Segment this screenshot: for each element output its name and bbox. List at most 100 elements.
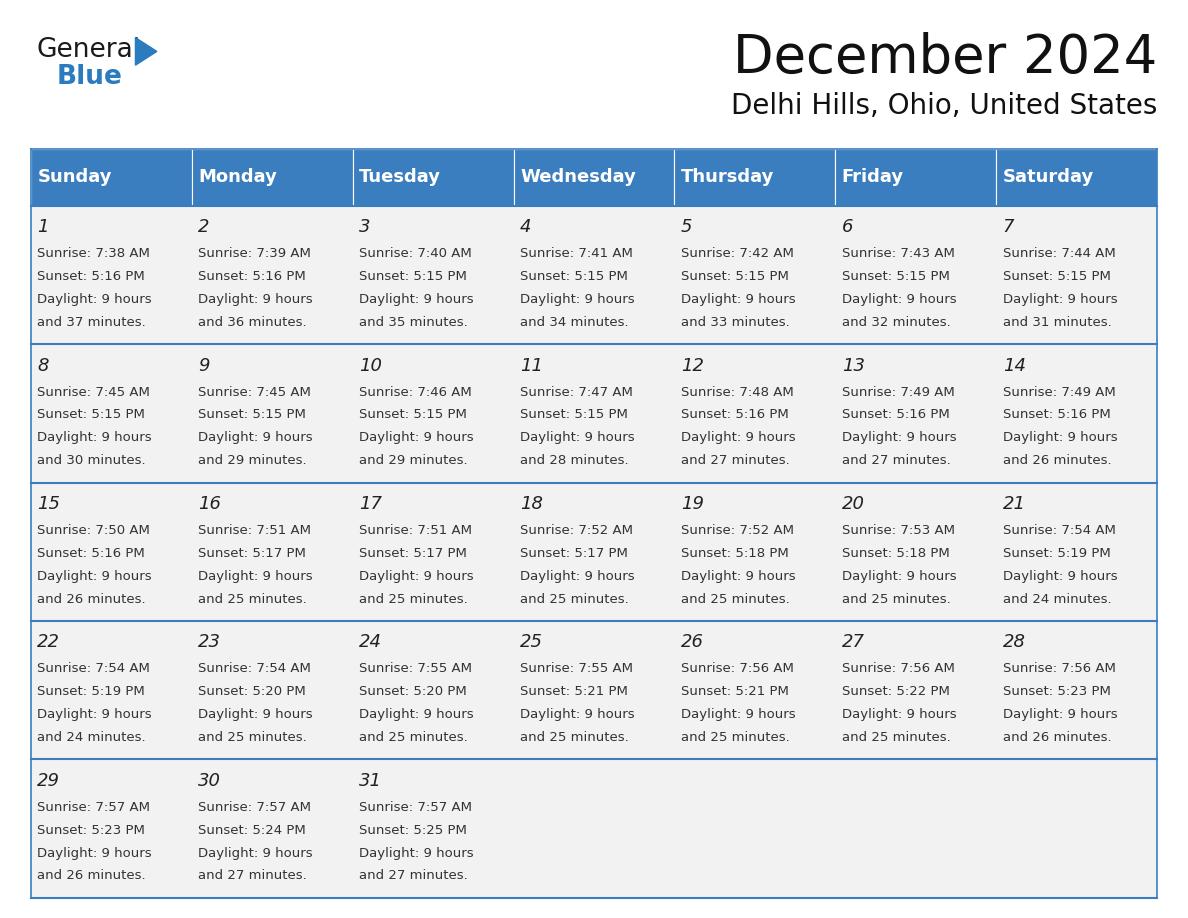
Text: Sunrise: 7:45 AM: Sunrise: 7:45 AM xyxy=(198,386,311,398)
Text: and 25 minutes.: and 25 minutes. xyxy=(359,731,468,744)
Text: Daylight: 9 hours: Daylight: 9 hours xyxy=(198,846,312,859)
Text: Daylight: 9 hours: Daylight: 9 hours xyxy=(842,293,956,306)
Text: and 25 minutes.: and 25 minutes. xyxy=(681,731,790,744)
Text: 21: 21 xyxy=(1003,495,1025,513)
Text: and 25 minutes.: and 25 minutes. xyxy=(681,592,790,606)
Text: and 26 minutes.: and 26 minutes. xyxy=(37,869,146,882)
Text: and 25 minutes.: and 25 minutes. xyxy=(842,592,950,606)
Bar xyxy=(513,483,675,621)
Text: 29: 29 xyxy=(37,772,61,789)
Bar xyxy=(31,344,191,483)
Bar xyxy=(191,206,353,344)
Bar xyxy=(513,149,675,206)
Text: Sunrise: 7:46 AM: Sunrise: 7:46 AM xyxy=(359,386,472,398)
Bar xyxy=(675,344,835,483)
Text: and 32 minutes.: and 32 minutes. xyxy=(842,316,950,329)
Text: and 25 minutes.: and 25 minutes. xyxy=(520,731,628,744)
Text: Sunrise: 7:50 AM: Sunrise: 7:50 AM xyxy=(37,524,150,537)
Text: Sunrise: 7:56 AM: Sunrise: 7:56 AM xyxy=(1003,663,1116,676)
Text: Sunset: 5:15 PM: Sunset: 5:15 PM xyxy=(359,270,467,283)
Text: and 25 minutes.: and 25 minutes. xyxy=(842,731,950,744)
Text: Sunset: 5:15 PM: Sunset: 5:15 PM xyxy=(359,409,467,421)
Text: Sunset: 5:20 PM: Sunset: 5:20 PM xyxy=(198,686,307,699)
Text: Sunset: 5:15 PM: Sunset: 5:15 PM xyxy=(842,270,949,283)
Text: 7: 7 xyxy=(1003,218,1015,236)
Text: Sunset: 5:20 PM: Sunset: 5:20 PM xyxy=(359,686,467,699)
Text: Daylight: 9 hours: Daylight: 9 hours xyxy=(842,708,956,722)
Text: Delhi Hills, Ohio, United States: Delhi Hills, Ohio, United States xyxy=(731,92,1157,120)
Text: Sunrise: 7:49 AM: Sunrise: 7:49 AM xyxy=(1003,386,1116,398)
Text: Daylight: 9 hours: Daylight: 9 hours xyxy=(359,431,474,444)
Text: Sunrise: 7:54 AM: Sunrise: 7:54 AM xyxy=(198,663,311,676)
Bar xyxy=(353,344,513,483)
Text: 9: 9 xyxy=(198,356,210,375)
Text: Sunrise: 7:45 AM: Sunrise: 7:45 AM xyxy=(37,386,150,398)
Text: and 37 minutes.: and 37 minutes. xyxy=(37,316,146,329)
Text: 16: 16 xyxy=(198,495,221,513)
Text: 11: 11 xyxy=(520,356,543,375)
Text: 13: 13 xyxy=(842,356,865,375)
Text: Sunset: 5:15 PM: Sunset: 5:15 PM xyxy=(198,409,307,421)
Text: 18: 18 xyxy=(520,495,543,513)
Text: Daylight: 9 hours: Daylight: 9 hours xyxy=(359,846,474,859)
Text: Monday: Monday xyxy=(198,168,277,186)
Text: Sunrise: 7:43 AM: Sunrise: 7:43 AM xyxy=(842,247,955,260)
Bar xyxy=(31,621,191,759)
Text: and 29 minutes.: and 29 minutes. xyxy=(198,454,307,467)
Text: Friday: Friday xyxy=(842,168,904,186)
Bar xyxy=(997,621,1157,759)
Text: 23: 23 xyxy=(198,633,221,652)
Text: Daylight: 9 hours: Daylight: 9 hours xyxy=(359,293,474,306)
Text: Sunset: 5:15 PM: Sunset: 5:15 PM xyxy=(681,270,789,283)
Text: and 26 minutes.: and 26 minutes. xyxy=(1003,731,1111,744)
Text: and 35 minutes.: and 35 minutes. xyxy=(359,316,468,329)
Bar xyxy=(835,621,997,759)
Text: Sunset: 5:23 PM: Sunset: 5:23 PM xyxy=(37,823,145,836)
Text: Daylight: 9 hours: Daylight: 9 hours xyxy=(520,293,634,306)
Text: Daylight: 9 hours: Daylight: 9 hours xyxy=(681,708,796,722)
Text: 5: 5 xyxy=(681,218,693,236)
Text: and 27 minutes.: and 27 minutes. xyxy=(198,869,307,882)
Text: Sunset: 5:21 PM: Sunset: 5:21 PM xyxy=(681,686,789,699)
Text: Daylight: 9 hours: Daylight: 9 hours xyxy=(681,570,796,583)
Text: Sunset: 5:19 PM: Sunset: 5:19 PM xyxy=(1003,547,1111,560)
Bar xyxy=(997,149,1157,206)
Text: Sunset: 5:17 PM: Sunset: 5:17 PM xyxy=(520,547,628,560)
Bar xyxy=(997,483,1157,621)
Text: Sunrise: 7:47 AM: Sunrise: 7:47 AM xyxy=(520,386,633,398)
Bar xyxy=(353,621,513,759)
Bar xyxy=(513,621,675,759)
Text: 22: 22 xyxy=(37,633,61,652)
Text: 30: 30 xyxy=(198,772,221,789)
Bar xyxy=(835,759,997,898)
Text: Sunset: 5:15 PM: Sunset: 5:15 PM xyxy=(520,409,628,421)
Bar xyxy=(31,483,191,621)
Text: 26: 26 xyxy=(681,633,703,652)
Text: Sunrise: 7:57 AM: Sunrise: 7:57 AM xyxy=(198,800,311,814)
Text: Daylight: 9 hours: Daylight: 9 hours xyxy=(198,708,312,722)
Text: and 24 minutes.: and 24 minutes. xyxy=(1003,592,1111,606)
Bar xyxy=(513,206,675,344)
Text: Daylight: 9 hours: Daylight: 9 hours xyxy=(37,570,152,583)
Text: Sunrise: 7:51 AM: Sunrise: 7:51 AM xyxy=(198,524,311,537)
Text: Sunrise: 7:53 AM: Sunrise: 7:53 AM xyxy=(842,524,955,537)
Text: Daylight: 9 hours: Daylight: 9 hours xyxy=(37,846,152,859)
Text: Blue: Blue xyxy=(57,64,122,90)
Text: December 2024: December 2024 xyxy=(733,32,1157,84)
Text: Daylight: 9 hours: Daylight: 9 hours xyxy=(842,570,956,583)
Text: Sunset: 5:25 PM: Sunset: 5:25 PM xyxy=(359,823,467,836)
Text: Sunset: 5:22 PM: Sunset: 5:22 PM xyxy=(842,686,949,699)
Text: Sunrise: 7:57 AM: Sunrise: 7:57 AM xyxy=(37,800,151,814)
Text: Daylight: 9 hours: Daylight: 9 hours xyxy=(1003,708,1117,722)
Text: 4: 4 xyxy=(520,218,531,236)
Text: and 25 minutes.: and 25 minutes. xyxy=(359,592,468,606)
Text: and 27 minutes.: and 27 minutes. xyxy=(359,869,468,882)
Text: Sunrise: 7:44 AM: Sunrise: 7:44 AM xyxy=(1003,247,1116,260)
Text: Sunrise: 7:48 AM: Sunrise: 7:48 AM xyxy=(681,386,794,398)
Text: 3: 3 xyxy=(359,218,371,236)
Text: Wednesday: Wednesday xyxy=(520,168,636,186)
Text: 31: 31 xyxy=(359,772,383,789)
Text: 2: 2 xyxy=(198,218,210,236)
Bar xyxy=(191,759,353,898)
Text: Sunrise: 7:51 AM: Sunrise: 7:51 AM xyxy=(359,524,472,537)
